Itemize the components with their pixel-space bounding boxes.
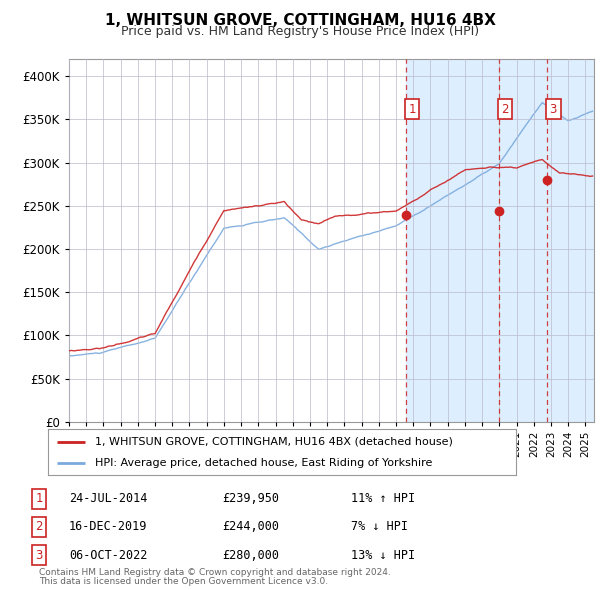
Text: 1: 1 (35, 492, 43, 505)
Text: £280,000: £280,000 (222, 549, 279, 562)
Text: 16-DEC-2019: 16-DEC-2019 (69, 520, 148, 533)
Bar (406, 59, 600, 422)
Text: £239,950: £239,950 (222, 492, 279, 505)
Text: 06-OCT-2022: 06-OCT-2022 (69, 549, 148, 562)
Text: 1, WHITSUN GROVE, COTTINGHAM, HU16 4BX: 1, WHITSUN GROVE, COTTINGHAM, HU16 4BX (104, 13, 496, 28)
Text: 1: 1 (408, 103, 416, 116)
Text: This data is licensed under the Open Government Licence v3.0.: This data is licensed under the Open Gov… (39, 578, 328, 586)
Text: 2: 2 (35, 520, 43, 533)
Text: Price paid vs. HM Land Registry's House Price Index (HPI): Price paid vs. HM Land Registry's House … (121, 25, 479, 38)
Text: 7% ↓ HPI: 7% ↓ HPI (351, 520, 408, 533)
Text: 1, WHITSUN GROVE, COTTINGHAM, HU16 4BX (detached house): 1, WHITSUN GROVE, COTTINGHAM, HU16 4BX (… (95, 437, 452, 447)
Text: £244,000: £244,000 (222, 520, 279, 533)
Text: 3: 3 (35, 549, 43, 562)
Text: 2: 2 (501, 103, 509, 116)
Text: HPI: Average price, detached house, East Riding of Yorkshire: HPI: Average price, detached house, East… (95, 458, 432, 468)
Text: 3: 3 (550, 103, 557, 116)
Text: Contains HM Land Registry data © Crown copyright and database right 2024.: Contains HM Land Registry data © Crown c… (39, 568, 391, 577)
Text: 24-JUL-2014: 24-JUL-2014 (69, 492, 148, 505)
Text: 11% ↑ HPI: 11% ↑ HPI (351, 492, 415, 505)
Text: 13% ↓ HPI: 13% ↓ HPI (351, 549, 415, 562)
